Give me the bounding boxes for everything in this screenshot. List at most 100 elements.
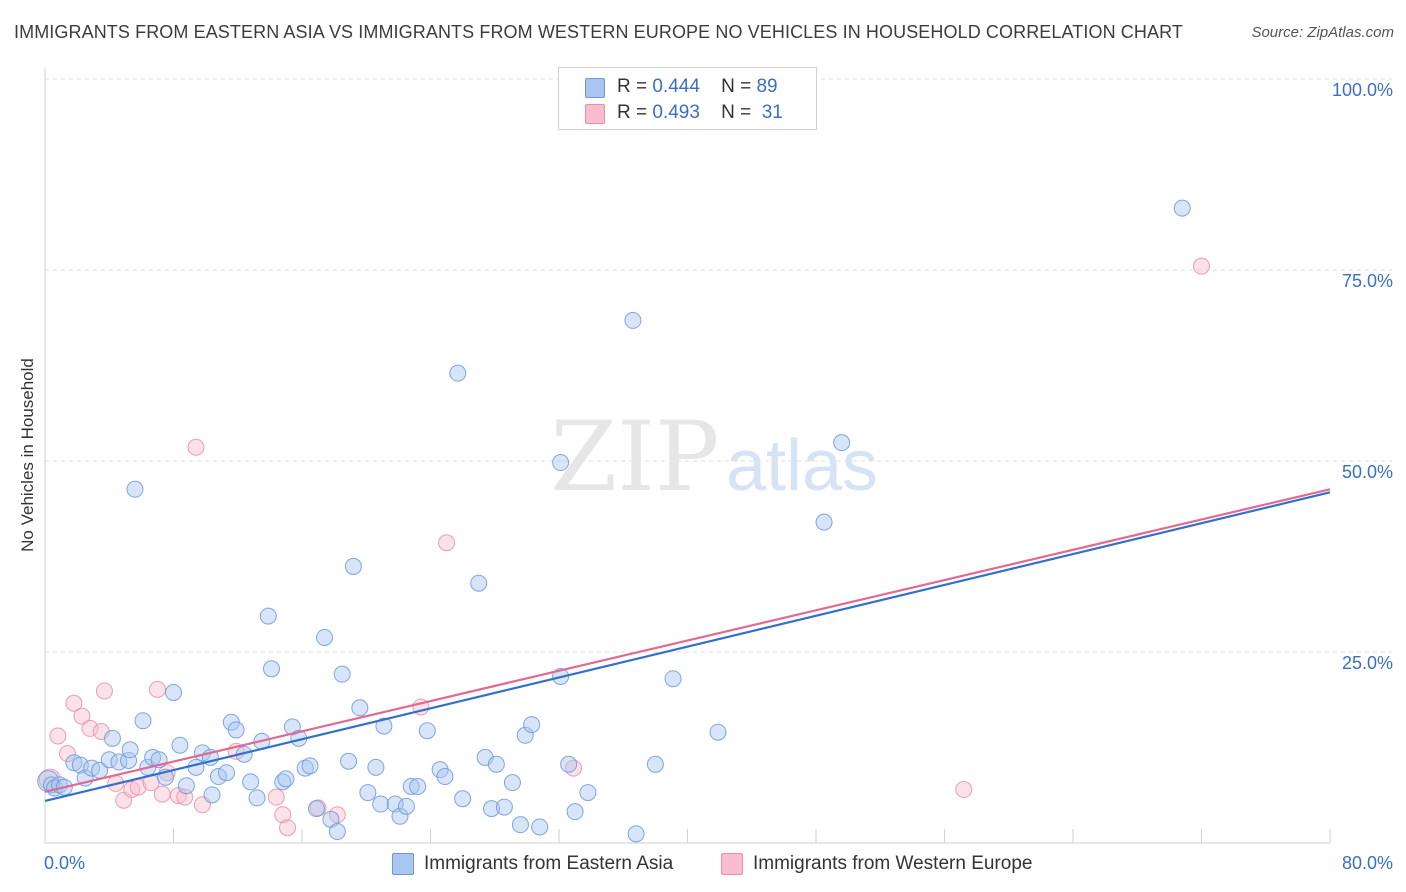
data-point-western-europe — [274, 806, 292, 824]
data-point-eastern-asia — [833, 434, 851, 452]
data-point-eastern-asia — [815, 513, 833, 531]
data-point-western-europe — [123, 781, 141, 799]
data-point-eastern-asia — [449, 364, 467, 382]
data-point-eastern-asia — [624, 311, 642, 329]
x-tick-label: 0.0% — [44, 853, 85, 873]
data-point-western-europe — [309, 799, 327, 817]
data-point-western-europe — [95, 682, 113, 700]
data-point-eastern-asia — [296, 759, 314, 777]
data-point-eastern-asia — [333, 665, 351, 683]
data-point-eastern-asia — [71, 756, 89, 774]
data-point-eastern-asia — [359, 784, 377, 802]
bottom-legend-swatch-western-europe — [721, 853, 743, 875]
data-point-eastern-asia — [277, 770, 295, 788]
y-tick-label: 25.0% — [1342, 653, 1393, 673]
data-point-eastern-asia — [487, 755, 505, 773]
data-point-eastern-asia — [187, 758, 205, 776]
data-point-eastern-asia — [344, 557, 362, 575]
data-point-western-europe — [81, 719, 99, 737]
data-point-eastern-asia — [664, 670, 682, 688]
data-point-eastern-asia — [372, 795, 390, 813]
data-point-eastern-asia — [171, 736, 189, 754]
data-point-western-europe — [49, 727, 67, 745]
data-point-eastern-asia — [470, 574, 488, 592]
data-point-western-europe — [148, 680, 166, 698]
data-point-eastern-asia — [516, 726, 534, 744]
stats-legend: R = 0.444 N = 89 R = 0.493 N = 31 — [558, 67, 817, 130]
data-point-eastern-asia — [436, 768, 454, 786]
data-point-eastern-asia — [315, 628, 333, 646]
x-tick-label: 80.0% — [1342, 853, 1393, 873]
data-point-eastern-asia — [274, 773, 292, 791]
data-point-eastern-asia — [511, 816, 529, 834]
data-point-eastern-asia — [203, 786, 221, 804]
legend-n-value: 31 — [761, 102, 783, 123]
data-point-eastern-asia — [391, 807, 409, 825]
data-point-eastern-asia — [340, 752, 358, 770]
data-point-eastern-asia — [552, 454, 570, 472]
series-eastern-asia-points — [37, 199, 1191, 843]
axis-layer — [44, 68, 1331, 844]
grid-layer — [45, 78, 1392, 653]
data-point-eastern-asia — [579, 784, 597, 802]
legend-r-label: R = — [617, 76, 648, 97]
legend-swatch-eastern-asia — [585, 78, 605, 98]
series-western-europe-points — [38, 257, 1210, 837]
legend-n-value: 89 — [756, 76, 778, 97]
data-point-eastern-asia — [402, 777, 420, 795]
trend-line-western-europe — [44, 488, 1331, 793]
data-point-eastern-asia — [523, 716, 541, 734]
data-point-western-europe — [279, 819, 297, 837]
data-point-eastern-asia — [454, 790, 472, 808]
tick-labels: 100.0% 75.0% 50.0% 25.0% 0.0% 80.0% — [44, 80, 1393, 873]
bottom-legend-label: Immigrants from Eastern Asia — [424, 853, 674, 874]
bottom-legend-label: Immigrants from Western Europe — [753, 853, 1033, 874]
data-point-eastern-asia — [209, 768, 227, 786]
data-point-eastern-asia — [646, 755, 664, 773]
data-point-western-europe — [1193, 257, 1210, 275]
bottom-legend-swatch-eastern-asia — [392, 853, 414, 875]
data-point-western-europe — [73, 707, 91, 725]
data-point-eastern-asia — [307, 800, 325, 818]
data-point-eastern-asia — [531, 818, 549, 836]
chart-title: IMMIGRANTS FROM EASTERN ASIA VS IMMIGRAN… — [14, 22, 1183, 42]
data-point-eastern-asia — [134, 712, 152, 730]
data-point-western-europe — [187, 438, 205, 456]
data-point-eastern-asia — [121, 741, 139, 759]
watermark: ZIP atlas — [550, 401, 878, 513]
data-point-western-europe — [153, 785, 171, 803]
data-point-eastern-asia — [397, 797, 415, 815]
legend-n-label: N = — [721, 76, 752, 97]
legend-r-value: 0.493 — [652, 102, 700, 123]
data-point-eastern-asia — [566, 803, 584, 821]
data-point-eastern-asia — [483, 800, 501, 818]
data-point-western-europe — [65, 694, 83, 712]
legend-n-label: N = — [721, 102, 752, 123]
data-point-eastern-asia — [495, 798, 513, 816]
data-point-eastern-asia — [409, 777, 427, 795]
y-tick-label: 75.0% — [1342, 271, 1393, 291]
data-point-eastern-asia — [418, 722, 436, 740]
data-point-eastern-asia — [165, 683, 182, 701]
data-point-eastern-asia — [367, 758, 385, 776]
data-point-eastern-asia — [248, 789, 266, 807]
legend-r-value: 0.444 — [652, 76, 700, 97]
data-point-eastern-asia — [227, 721, 245, 739]
data-point-eastern-asia — [328, 823, 346, 841]
data-point-eastern-asia — [65, 754, 83, 772]
data-point-eastern-asia — [709, 723, 727, 741]
data-point-eastern-asia — [351, 699, 369, 717]
data-point-eastern-asia — [120, 751, 138, 769]
data-point-eastern-asia — [126, 480, 144, 498]
y-tick-label: 50.0% — [1342, 462, 1393, 482]
watermark-atlas: atlas — [726, 426, 878, 506]
watermark-zip: ZIP — [550, 401, 719, 513]
legend-r-label: R = — [617, 102, 648, 123]
data-point-western-europe — [58, 745, 76, 763]
data-point-eastern-asia — [218, 764, 236, 782]
data-point-eastern-asia — [242, 773, 260, 791]
source-credit: Source: ZipAtlas.com — [1251, 24, 1394, 41]
data-point-eastern-asia — [177, 777, 195, 795]
trend-line-eastern-asia — [44, 491, 1331, 803]
